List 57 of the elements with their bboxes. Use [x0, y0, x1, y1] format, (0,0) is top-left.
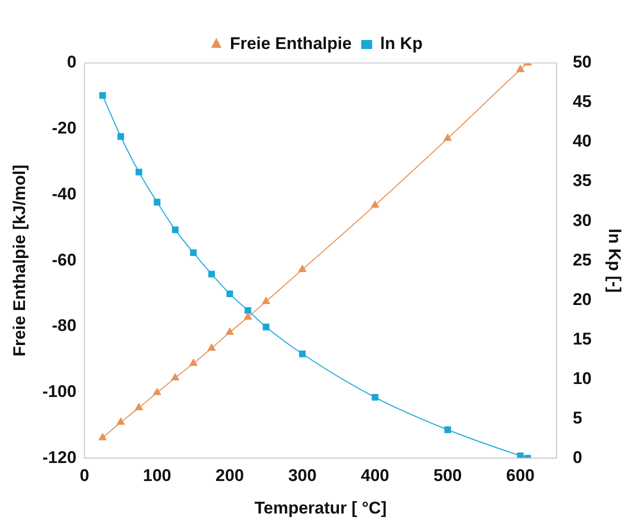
x-tick-label: 300 — [288, 466, 317, 486]
x-tick-label: 500 — [434, 466, 462, 486]
legend-label: ln Kp — [380, 34, 423, 54]
point — [171, 373, 180, 380]
point — [98, 433, 107, 440]
legend-label: Freie Enthalpie — [230, 34, 352, 54]
y-tick-label: -80 — [52, 316, 76, 336]
y2-tick-label: 15 — [572, 329, 592, 348]
y2-axis-title: ln Kp [-] — [605, 228, 624, 293]
point — [117, 133, 124, 140]
y2-tick-label: 30 — [572, 210, 592, 230]
point — [244, 307, 252, 314]
y-tick-label: -100 — [42, 382, 76, 402]
y2-tick-label: 25 — [572, 250, 592, 270]
point — [262, 296, 270, 304]
point — [262, 324, 270, 330]
x-tick-label: 400 — [360, 466, 390, 486]
y-tick-label: -120 — [42, 448, 76, 467]
point — [208, 270, 215, 278]
x-tick-label: 0 — [80, 466, 90, 486]
x-axis-title: Temperatur [ °C] — [254, 498, 387, 518]
y2-tick-label: 20 — [572, 290, 592, 309]
x-tick-label: 600 — [506, 466, 535, 486]
point — [116, 418, 125, 425]
point — [226, 290, 234, 298]
point — [226, 328, 234, 335]
y2-tick-label: 40 — [572, 132, 592, 151]
point — [134, 403, 143, 410]
y2-tick-label: 10 — [572, 368, 592, 388]
x-tick-label: 100 — [142, 466, 172, 486]
point — [299, 350, 306, 358]
point — [444, 134, 452, 141]
point — [136, 168, 142, 176]
y2-tick-label: 0 — [572, 448, 582, 467]
y2-tick-label: 5 — [572, 408, 582, 428]
point — [444, 426, 452, 434]
point — [154, 198, 160, 206]
y2-tick-label: 35 — [572, 171, 592, 190]
y-tick-label: -20 — [52, 118, 76, 138]
y-axis-title: Freie Enthalpie [kJ/mol] — [10, 164, 29, 356]
point — [516, 65, 524, 72]
y-tick-label: -60 — [52, 250, 76, 270]
point — [99, 92, 106, 99]
point — [190, 249, 197, 256]
y2-tick-label: 45 — [572, 92, 592, 112]
point — [372, 394, 378, 401]
point — [153, 388, 162, 396]
y-tick-label: -40 — [52, 184, 76, 204]
point — [189, 358, 198, 366]
point — [208, 344, 216, 351]
x-tick-label: 200 — [216, 466, 244, 486]
y2-tick-label: 50 — [572, 52, 592, 72]
point — [298, 264, 306, 272]
point — [371, 200, 380, 208]
point — [172, 226, 179, 234]
point — [244, 312, 252, 320]
y-tick-label: 0 — [66, 52, 76, 72]
